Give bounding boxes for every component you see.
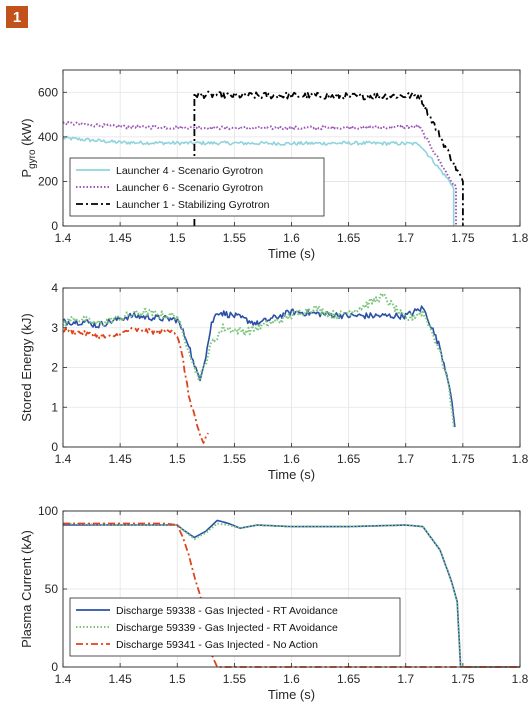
x-tick-label: 1.65 (337, 452, 361, 466)
x-tick-label: 1.6 (283, 231, 300, 245)
y-tick-label: 600 (38, 85, 58, 99)
x-tick-label: 1.4 (55, 231, 72, 245)
x-tick-label: 1.7 (397, 452, 414, 466)
y-axis-label: Stored Energy (kJ) (19, 313, 34, 421)
y-tick-label: 0 (51, 440, 58, 454)
x-tick-label: 1.75 (451, 452, 475, 466)
y-tick-label: 2 (51, 361, 58, 375)
x-tick-label: 1.45 (108, 452, 132, 466)
x-tick-label: 1.8 (512, 452, 529, 466)
y-axis-label: Pgyro (kW) (19, 118, 38, 177)
x-tick-label: 1.65 (337, 672, 361, 686)
series-line-3 (193, 90, 464, 226)
x-tick-label: 1.8 (512, 672, 529, 686)
y-tick-label: 100 (38, 504, 58, 518)
legend-label: Launcher 1 - Stabilizing Gyrotron (116, 199, 270, 211)
y-tick-label: 4 (51, 281, 58, 295)
x-axis-label: Time (s) (268, 246, 315, 261)
x-tick-label: 1.55 (223, 231, 247, 245)
legend-label: Discharge 59341 - Gas Injected - No Acti… (116, 639, 318, 651)
series-line-1 (62, 305, 456, 428)
chart-panel-1: 1.4 1.45 1.5 1.55 1.6 1.65 1.7 1.75 1.8 0 200 400 60… (19, 69, 529, 261)
legend-box (69, 157, 325, 217)
legend-label: Discharge 59338 - Gas Injected - RT Avoi… (116, 605, 338, 617)
y-tick-label: 400 (38, 130, 58, 144)
y-tick-label: 3 (51, 321, 58, 335)
series-line-3 (62, 326, 209, 444)
y-tick-label: 0 (51, 660, 58, 674)
series-line-3 (63, 522, 520, 668)
x-tick-label: 1.75 (451, 231, 475, 245)
x-tick-label: 1.55 (223, 452, 247, 466)
series-line-2 (62, 292, 455, 428)
series-line-1 (62, 135, 455, 226)
y-axis-label: Plasma Current (kA) (19, 530, 34, 648)
series-line-2 (63, 522, 520, 668)
figure-number-badge: 1 (6, 6, 28, 28)
legend-box (69, 597, 401, 657)
x-tick-label: 1.65 (337, 231, 361, 245)
legend-label: Launcher 6 - Scenario Gyrotron (116, 182, 263, 194)
x-tick-label: 1.7 (397, 672, 414, 686)
x-tick-label: 1.8 (512, 231, 529, 245)
x-tick-label: 1.45 (108, 672, 132, 686)
x-tick-label: 1.5 (169, 452, 186, 466)
x-tick-label: 1.55 (223, 672, 247, 686)
x-tick-label: 1.4 (55, 672, 72, 686)
y-tick-label: 200 (38, 174, 58, 188)
legend-label: Launcher 4 - Scenario Gyrotron (116, 165, 263, 177)
x-tick-label: 1.45 (108, 231, 132, 245)
x-tick-label: 1.75 (451, 672, 475, 686)
x-axis-label: Time (s) (268, 467, 315, 482)
chart-panel-2: 1.4 1.45 1.5 1.55 1.6 1.65 1.7 1.75 1.8 0 1 2 3 4 Time… (19, 281, 529, 482)
chart-panel-3: 1.4 1.45 1.5 1.55 1.6 1.65 1.7 1.75 1.8 0 50 100 Tim… (19, 504, 529, 702)
x-tick-label: 1.5 (169, 672, 186, 686)
series-line-2 (62, 120, 457, 226)
x-tick-label: 1.4 (55, 452, 72, 466)
x-tick-label: 1.6 (283, 672, 300, 686)
x-axis-label: Time (s) (268, 687, 315, 702)
x-tick-label: 1.7 (397, 231, 414, 245)
y-tick-label: 0 (51, 219, 58, 233)
y-tick-label: 50 (45, 582, 59, 596)
x-tick-label: 1.6 (283, 452, 300, 466)
y-tick-label: 1 (51, 400, 58, 414)
x-tick-label: 1.5 (169, 231, 186, 245)
legend-label: Discharge 59339 - Gas Injected - RT Avoi… (116, 622, 338, 634)
